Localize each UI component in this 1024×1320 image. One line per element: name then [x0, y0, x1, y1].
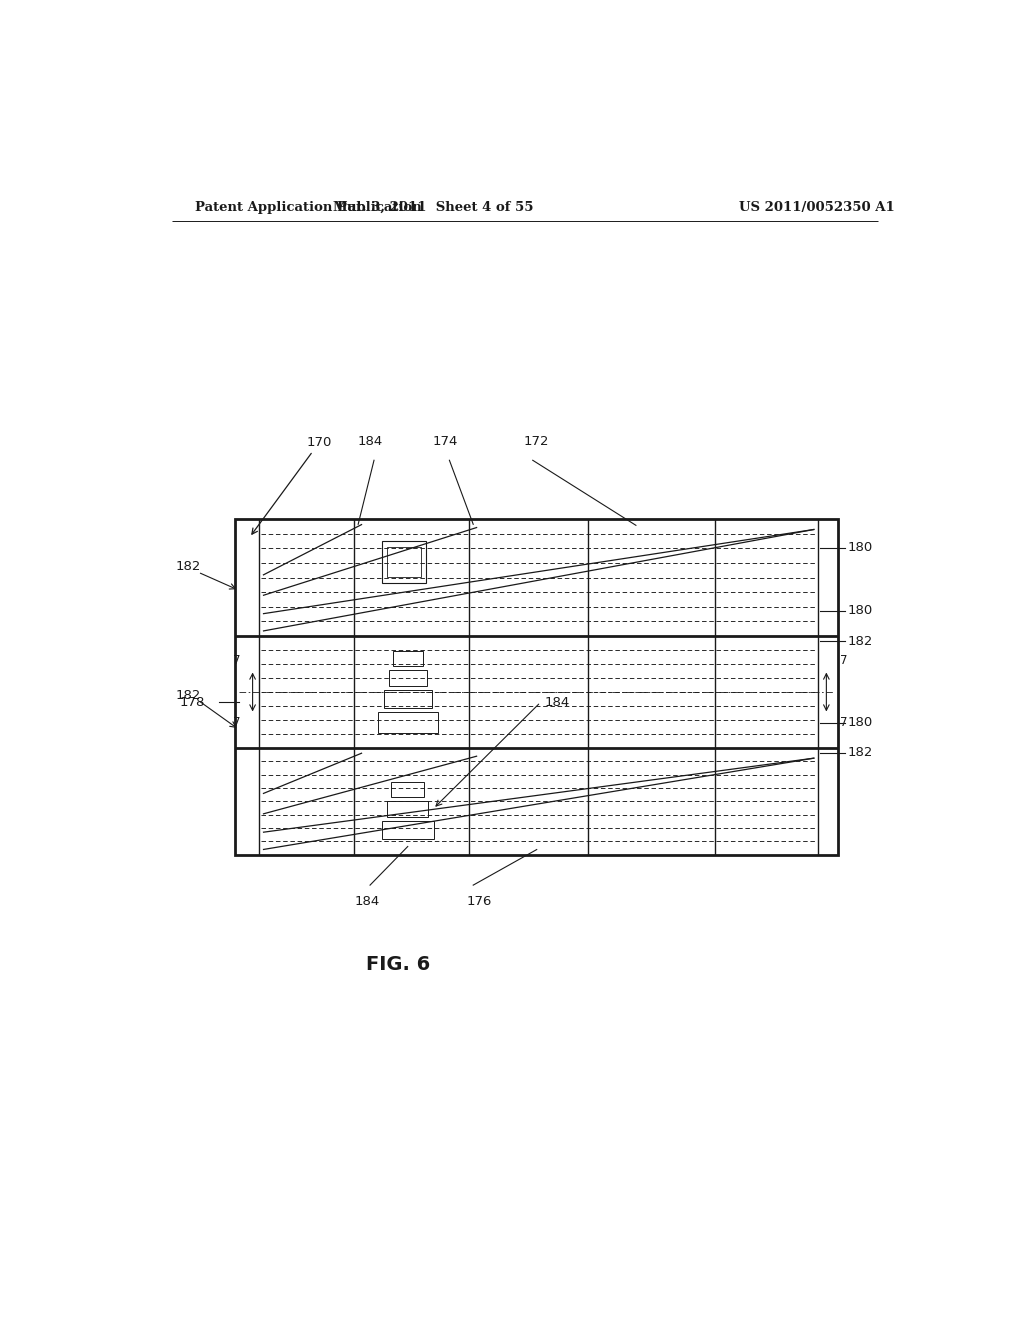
Text: 7: 7 — [840, 717, 848, 730]
Text: 184: 184 — [355, 895, 380, 908]
Text: 178: 178 — [179, 696, 205, 709]
Bar — [236, 519, 839, 854]
Text: 174: 174 — [433, 436, 458, 447]
Bar — [389, 669, 427, 686]
Text: 180: 180 — [848, 541, 873, 554]
Bar — [387, 801, 428, 817]
Bar — [382, 821, 433, 840]
Bar — [392, 651, 423, 665]
Text: 170: 170 — [306, 437, 332, 450]
Text: FIG. 6: FIG. 6 — [366, 954, 430, 974]
Text: 180: 180 — [848, 605, 873, 618]
Text: 176: 176 — [467, 895, 493, 908]
Text: 182: 182 — [848, 747, 873, 759]
Bar — [378, 713, 437, 733]
Bar — [382, 541, 426, 583]
Bar — [384, 690, 431, 709]
Text: 184: 184 — [357, 436, 383, 447]
Text: Patent Application Publication: Patent Application Publication — [196, 201, 422, 214]
Text: 182: 182 — [176, 561, 201, 573]
Text: Mar. 3, 2011  Sheet 4 of 55: Mar. 3, 2011 Sheet 4 of 55 — [333, 201, 534, 214]
Text: 182: 182 — [848, 635, 873, 648]
Text: US 2011/0052350 A1: US 2011/0052350 A1 — [739, 201, 895, 214]
Text: 7: 7 — [233, 717, 241, 730]
Text: 7: 7 — [233, 653, 241, 667]
Text: 184: 184 — [545, 696, 570, 709]
Bar — [387, 546, 421, 577]
Bar — [391, 783, 424, 797]
Text: 182: 182 — [176, 689, 201, 701]
Text: 7: 7 — [840, 653, 848, 667]
Text: 180: 180 — [848, 715, 873, 729]
Text: 172: 172 — [524, 436, 550, 447]
